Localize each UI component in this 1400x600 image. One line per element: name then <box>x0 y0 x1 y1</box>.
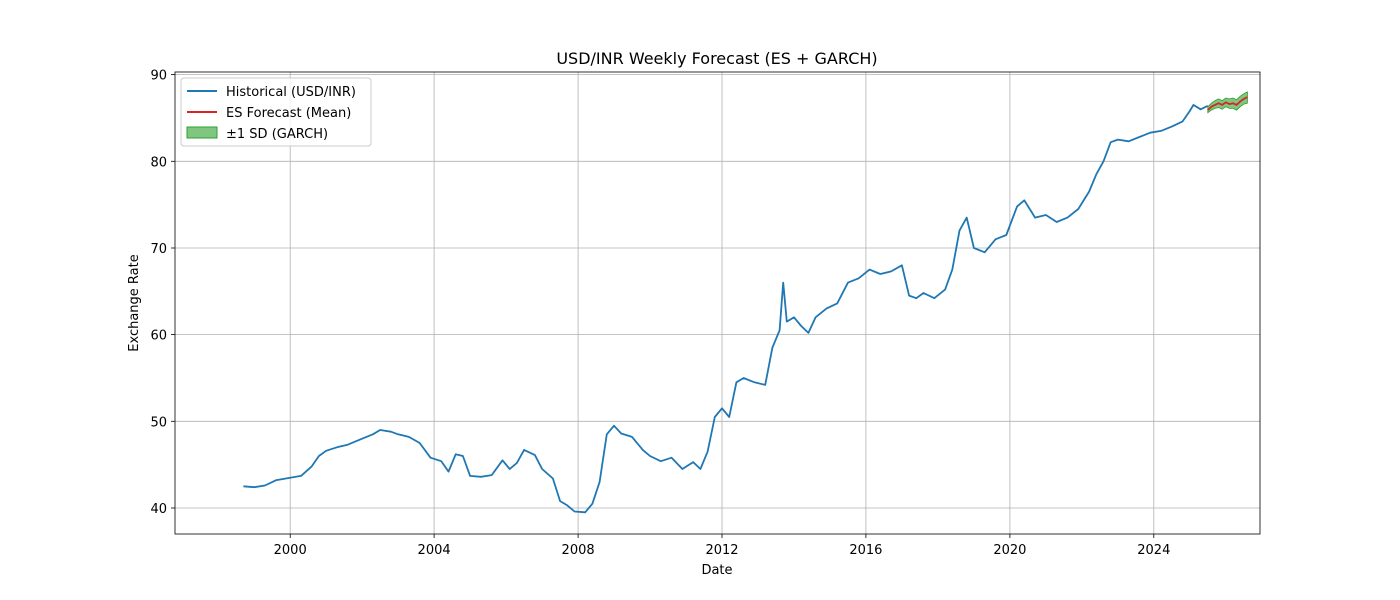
y-tick-label: 50 <box>150 415 167 430</box>
y-tick-label: 70 <box>150 242 167 257</box>
legend-swatch-band <box>186 126 218 139</box>
legend-label-historical: Historical (USD/INR) <box>226 85 356 100</box>
grid <box>175 72 1260 534</box>
y-axis-label: Exchange Rate <box>127 254 142 351</box>
y-tick-label: 60 <box>150 329 167 344</box>
forecast-line <box>1207 96 1248 111</box>
x-tick-label: 2008 <box>562 543 595 558</box>
x-tick-label: 2024 <box>1137 543 1170 558</box>
historical-line <box>243 104 1209 514</box>
x-axis-label: Date <box>701 563 732 578</box>
y-tick-label: 80 <box>150 155 167 170</box>
x-tick-label: 2012 <box>705 543 738 558</box>
legend-label-forecast: ES Forecast (Mean) <box>226 106 351 121</box>
legend: Historical (USD/INR) ES Forecast (Mean) … <box>180 77 372 147</box>
y-tick-label: 90 <box>150 69 167 84</box>
x-tick-label: 2020 <box>993 543 1026 558</box>
x-tick-label: 2000 <box>274 543 307 558</box>
series-layer <box>243 96 1248 514</box>
legend-box <box>180 77 372 147</box>
plot-frame <box>174 71 1261 535</box>
x-tick-label: 2004 <box>418 543 451 558</box>
chart-title: USD/INR Weekly Forecast (ES + GARCH) <box>556 49 877 68</box>
y-tick-label: 40 <box>150 502 167 517</box>
ticks: 2000 2004 2008 2012 2016 2020 2024 40 50 60 70 80 90 <box>150 69 1170 558</box>
x-tick-label: 2016 <box>849 543 882 558</box>
legend-label-band: ±1 SD (GARCH) <box>226 127 328 142</box>
